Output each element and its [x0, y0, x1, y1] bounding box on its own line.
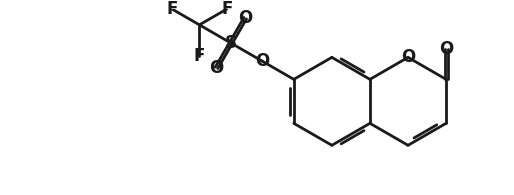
Text: O: O: [209, 59, 224, 77]
Text: O: O: [255, 52, 269, 70]
Text: F: F: [221, 0, 232, 18]
Text: S: S: [225, 34, 237, 52]
Text: O: O: [439, 40, 453, 58]
Text: O: O: [238, 9, 252, 27]
Text: F: F: [194, 47, 205, 65]
Text: O: O: [401, 48, 415, 66]
Text: F: F: [167, 0, 178, 18]
